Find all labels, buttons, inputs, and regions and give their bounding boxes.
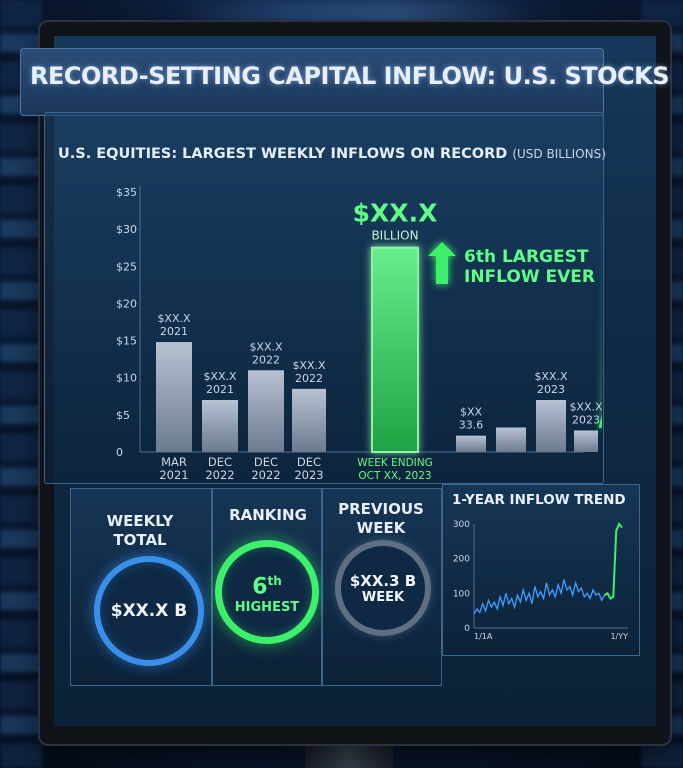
headline-title: RECORD-SETTING CAPITAL INFLOW: U.S. STOC… bbox=[30, 62, 670, 90]
bar-value-label: $XX.X bbox=[249, 340, 283, 353]
trend-y-tick: 300 bbox=[453, 520, 470, 530]
highlight-bar-value: $XX.X bbox=[353, 199, 438, 228]
bar bbox=[248, 370, 284, 452]
bar bbox=[156, 342, 192, 452]
y-tick-label: $30 bbox=[116, 223, 137, 236]
bar-value-label: $XX.X bbox=[534, 370, 568, 383]
tile-previous-week-label-line-2: WEEK bbox=[356, 519, 406, 537]
trend-line-green bbox=[604, 522, 623, 600]
tile-weekly-total-label: WEEKLY TOTAL bbox=[90, 512, 190, 550]
x-category-label: 2023 bbox=[294, 468, 323, 482]
bar bbox=[496, 427, 526, 452]
y-tick-label: 0 bbox=[116, 446, 123, 459]
ranking-subtitle: HIGHEST bbox=[234, 599, 300, 615]
trend-chart-title: 1-YEAR INFLOW TREND bbox=[452, 492, 626, 508]
bar-year-label: 2021 bbox=[160, 325, 188, 338]
y-tick-label: $15 bbox=[116, 335, 137, 348]
bar-year-label: 2023 bbox=[572, 413, 600, 426]
ranking-value-number: 6 bbox=[252, 574, 268, 600]
tile-ranking-label: RANKING bbox=[229, 506, 307, 524]
x-category-label: DEC bbox=[254, 455, 278, 469]
bar-value-label: $XX.X bbox=[292, 359, 326, 372]
y-tick-label: $35 bbox=[116, 186, 137, 199]
ranking-value-suffix: th bbox=[267, 574, 282, 589]
weekly-total-value: $XX.X B bbox=[110, 601, 188, 621]
tile-previous-week-label: PREVIOUS WEEK bbox=[332, 500, 430, 538]
y-tick-label: $5 bbox=[116, 409, 130, 422]
bar bbox=[456, 435, 486, 452]
x-category-label: WEEK ENDING bbox=[357, 457, 433, 469]
x-category-label: 2021 bbox=[159, 468, 188, 482]
callout-line-1: 6th LARGEST bbox=[464, 247, 589, 267]
tile-previous-week-label-line-1: PREVIOUS bbox=[338, 500, 424, 518]
previous-week-ring: $XX.3 B WEEK bbox=[335, 540, 431, 636]
bar-year-label: 2022 bbox=[252, 353, 280, 366]
bar bbox=[536, 400, 566, 452]
bar-year-label: 2021 bbox=[206, 383, 234, 396]
bar-value-label: $XX.X bbox=[203, 370, 237, 383]
weekly-total-ring: $XX.X B bbox=[94, 556, 204, 666]
callout-line-2: INFLOW EVER bbox=[464, 267, 595, 287]
trend-x-tick: 1/YY bbox=[610, 632, 628, 641]
up-arrow-icon bbox=[428, 242, 456, 284]
highlight-bar-unit: BILLION bbox=[371, 229, 418, 243]
highlight-bar bbox=[371, 246, 419, 453]
x-category-label: MAR bbox=[161, 455, 187, 469]
main-bar-chart: $35$30$25$20$15$10$50$XX.X2021MAR2021$XX… bbox=[116, 186, 602, 482]
ranking-ring: 6th HIGHEST bbox=[215, 540, 319, 644]
previous-week-value: $XX.3 B bbox=[349, 571, 417, 590]
bar-year-label: 2022 bbox=[295, 372, 323, 385]
trend-y-tick: 0 bbox=[464, 624, 470, 634]
y-tick-label: $25 bbox=[116, 260, 137, 273]
previous-week-subtitle: WEEK bbox=[361, 589, 405, 605]
main-chart-title-unit: (USD BILLIONS) bbox=[512, 147, 606, 161]
bar-year-label: 2023 bbox=[537, 383, 565, 396]
ranking-value: 6th bbox=[252, 569, 282, 599]
bar-value-label: $XX.X bbox=[569, 400, 602, 413]
bar bbox=[574, 430, 598, 452]
tile-weekly-total-label-line-1: WEEKLY bbox=[106, 512, 174, 530]
background-monitor-wall-left bbox=[0, 0, 42, 768]
x-category-label: 2022 bbox=[251, 468, 280, 482]
bar-year-label: 33.6 bbox=[459, 419, 484, 432]
inflow-spike-line bbox=[598, 413, 602, 429]
trend-x-tick: 1/1A bbox=[474, 632, 493, 641]
trend-y-tick: 100 bbox=[453, 589, 470, 599]
main-chart-title: U.S. EQUITIES: LARGEST WEEKLY INFLOWS ON… bbox=[58, 146, 606, 162]
x-category-label: DEC bbox=[208, 455, 232, 469]
y-tick-label: $20 bbox=[116, 297, 137, 310]
bar bbox=[292, 388, 326, 452]
x-category-label: DEC bbox=[297, 455, 321, 469]
bar-value-label: $XX bbox=[460, 406, 483, 419]
trend-y-tick: 200 bbox=[453, 555, 470, 565]
x-category-label: OCT XX, 2023 bbox=[358, 470, 431, 482]
bar-value-label: $XX.X bbox=[157, 312, 191, 325]
x-category-label: 2022 bbox=[205, 468, 234, 482]
trend-line-blue bbox=[473, 579, 606, 615]
trend-line-chart: 300 200 100 0 1/1A 1/YY bbox=[453, 520, 628, 641]
main-chart-title-text: U.S. EQUITIES: LARGEST WEEKLY INFLOWS ON… bbox=[58, 146, 508, 162]
bar bbox=[202, 400, 238, 452]
tile-weekly-total-label-line-2: TOTAL bbox=[113, 531, 167, 549]
tile-inflow-trend bbox=[442, 484, 640, 656]
y-tick-label: $10 bbox=[116, 372, 137, 385]
